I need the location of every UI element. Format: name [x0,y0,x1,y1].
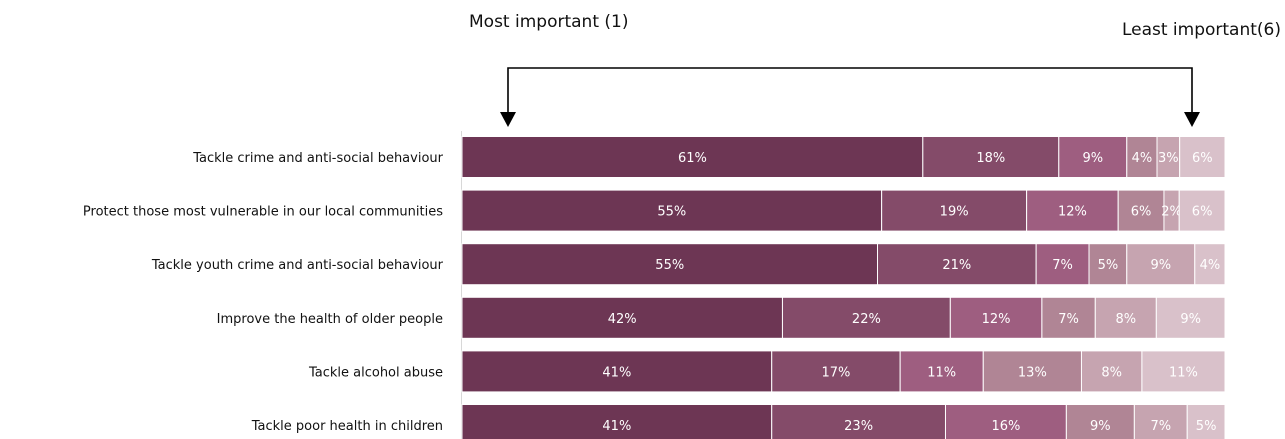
bar-segment [1065,404,1135,439]
data-label: 4% [1200,258,1221,273]
data-label: 6% [1131,205,1152,220]
bar-segment [877,243,1037,286]
bar-segment [781,296,951,339]
data-label: 4% [1132,151,1153,166]
bar-segment [1194,243,1226,286]
bar-segment [1094,296,1157,339]
bars-group: 61% 18% 9% 4% 3% 6% 55% 19% 12% 6% 2% 6% 55% 21% 7% 5% 9… [461,136,1226,439]
least-important-label: Least important(6) [1121,20,1281,40]
data-label: 19% [940,205,969,220]
bar-segment [944,404,1067,439]
category-label: Tackle crime and anti-social behaviour [192,151,443,166]
arrow-head-least-important [1184,112,1200,127]
category-label: Tackle youth crime and anti-social behav… [151,258,444,273]
bar-segment [1141,350,1226,393]
data-label: 18% [976,151,1005,166]
data-label: 11% [1169,365,1198,380]
bar-segment [1041,296,1096,339]
bar-segment [1179,136,1226,178]
bar-segment [1178,189,1226,232]
data-label: 41% [602,419,631,434]
data-label: 17% [821,365,850,380]
category-label: Improve the health of older people [217,312,443,327]
data-label: 55% [657,205,686,220]
data-label: 23% [844,419,873,434]
data-label: 9% [1082,151,1103,166]
data-label: 41% [602,365,631,380]
bar-segment [1133,404,1188,439]
bar-segment [461,189,883,232]
bar-segment [1088,243,1128,286]
bar-segment [1186,404,1226,439]
data-label: 3% [1158,151,1179,166]
data-label: 5% [1098,258,1119,273]
arrow-head-most-important [500,112,516,127]
category-label: Tackle poor health in children [251,419,443,434]
data-label: 5% [1196,419,1217,434]
category-labels-group: Tackle crime and anti-social behaviour Pr… [83,151,444,434]
data-label: 16% [991,419,1020,434]
bar-segment [461,404,773,439]
bar-segment [461,350,773,393]
data-label: 9% [1090,419,1111,434]
bar-segment [1155,296,1226,339]
bar-segment [1126,136,1158,178]
data-label: 7% [1058,312,1079,327]
bar-segment [922,136,1060,178]
bar-segment [1080,350,1143,393]
data-label: 7% [1052,258,1073,273]
data-label: 2% [1161,205,1182,220]
data-label: 6% [1192,151,1213,166]
data-label: 12% [982,312,1011,327]
bar-segment [1026,189,1119,232]
category-label: Protect those most vulnerable in our loc… [83,205,443,220]
data-label: 13% [1018,365,1047,380]
importance-arrow [500,67,1200,127]
data-label: 21% [942,258,971,273]
data-label: 6% [1192,205,1213,220]
bar-segment [461,136,924,178]
bar-segment [881,189,1028,232]
data-label: 9% [1180,312,1201,327]
data-label: 8% [1101,365,1122,380]
bar-segment [1035,243,1090,286]
data-label: 22% [852,312,881,327]
data-label: 55% [655,258,684,273]
bar-segment [1117,189,1165,232]
data-label: 9% [1150,258,1171,273]
bar-segment [982,350,1082,393]
importance-arrow-line [507,67,1193,114]
bar-segment [1126,243,1196,286]
data-label: 11% [927,365,956,380]
data-label: 7% [1150,419,1171,434]
bar-segment [461,296,783,339]
most-important-label: Most important (1) [469,12,629,32]
bar-segment [461,243,878,286]
bar-segment [771,350,901,393]
data-label: 8% [1115,312,1136,327]
data-label: 12% [1058,205,1087,220]
data-label: 42% [608,312,637,327]
category-label: Tackle alcohol abuse [308,365,443,380]
data-label: 61% [678,151,707,166]
